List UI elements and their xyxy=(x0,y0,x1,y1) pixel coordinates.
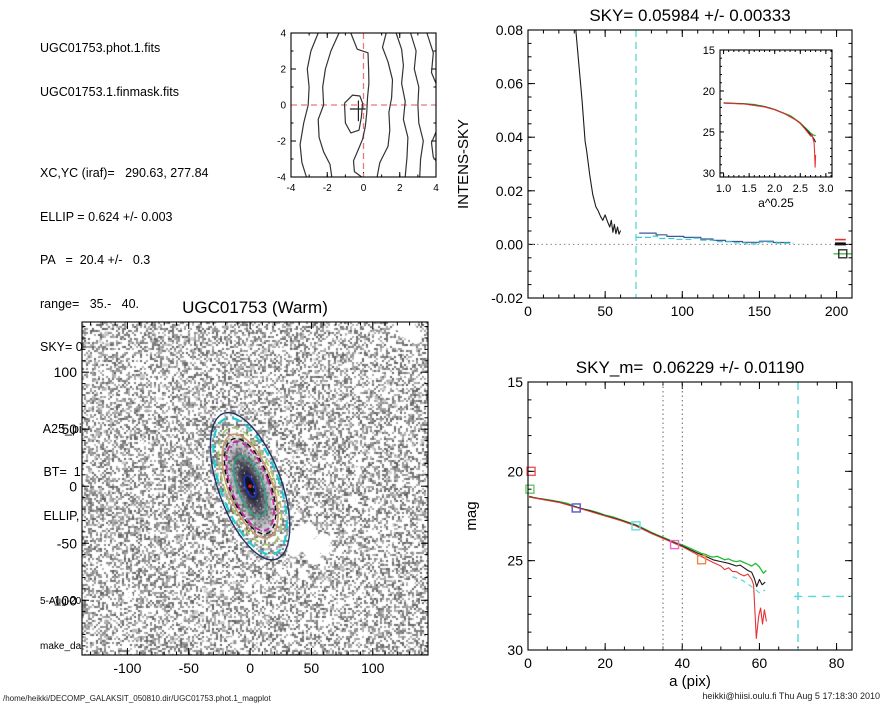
tick-label: 0 xyxy=(69,478,77,494)
tick-label: 2 xyxy=(280,65,286,76)
plot-title: SKY= 0.05984 +/- 0.00333 xyxy=(589,6,790,25)
mag-profile-plot: 0 20 40 60 80 15 20 25 30 SKY_m= 0.06229 +/- 0.01… xyxy=(455,352,885,708)
tick-label: 150 xyxy=(748,303,772,319)
tick-label: 2 xyxy=(397,183,403,194)
tick-label: -0.02 xyxy=(491,290,523,306)
magplot-page: UGC01753.phot.1.fits UGC01753.1.finmask.… xyxy=(0,0,885,708)
fits-filename-2: UGC01753.1.finmask.fits xyxy=(40,85,216,100)
tick-label: 100 xyxy=(671,303,695,319)
tick-label: 20 xyxy=(507,463,523,479)
tick-label: 0 xyxy=(524,303,532,319)
tick-label: 0 xyxy=(361,183,367,194)
tick-label: 30 xyxy=(703,168,715,180)
tick-label: 2.0 xyxy=(767,183,782,195)
fits-filename-1: UGC01753.phot.1.fits xyxy=(40,41,216,56)
tick-label: -100 xyxy=(49,592,77,608)
plot-frame xyxy=(528,382,852,650)
sky-steps-cyan xyxy=(636,236,793,244)
center-coords: XC,YC (iraf)= 290.63, 277.84 xyxy=(40,166,216,181)
tick-label: 20 xyxy=(597,655,613,671)
contour-8 xyxy=(432,132,437,161)
tick-label: 3.0 xyxy=(818,183,833,195)
tick-label: -100 xyxy=(113,660,141,676)
tick-label: 20 xyxy=(703,86,715,98)
position-angle-value: PA = 20.4 +/- 0.3 xyxy=(40,253,216,268)
ellipticity-value: ELLIP = 0.624 +/- 0.003 xyxy=(40,210,216,225)
tick-label: 15 xyxy=(507,374,523,390)
tick-label: 1.0 xyxy=(716,183,731,195)
mag-black xyxy=(529,497,765,587)
tick-label: 100 xyxy=(54,364,78,380)
tick-label: 4 xyxy=(433,183,439,194)
tick-label: 25 xyxy=(507,553,523,569)
tick-label: 100 xyxy=(361,660,385,676)
tick-label: 0.08 xyxy=(496,22,523,38)
tick-label: 1.5 xyxy=(742,183,757,195)
galaxy-image-overlay: -100 -50 0 50 100 100 50 0 -50 -100 UGC01753 (Warm… xyxy=(40,298,450,693)
y-axis-label: mag xyxy=(463,501,480,530)
tick-label: -2 xyxy=(323,183,332,194)
y-axis-label: INTENS-SKY xyxy=(455,119,472,209)
galaxy-center-marker xyxy=(248,484,252,488)
tick-label: 4 xyxy=(280,29,286,40)
tick-label: 60 xyxy=(752,655,768,671)
footer-file-path: /home/heikki/DECOMP_GALAKSIT_050810.dir/… xyxy=(3,694,271,703)
sky-inset-plot: 1.0 1.5 2.0 2.5 3.0 15 20 25 30 a^0.25 xyxy=(682,36,850,208)
tick-label: 2.5 xyxy=(793,183,808,195)
tick-label: 0.04 xyxy=(496,129,523,145)
tick-label: -2 xyxy=(277,137,286,148)
contour-core xyxy=(345,95,363,133)
tick-label: 40 xyxy=(674,655,690,671)
tick-label: -50 xyxy=(179,660,199,676)
x-axis-label: a^0.25 xyxy=(758,196,794,208)
mag-green xyxy=(529,496,766,573)
tick-label: -4 xyxy=(287,183,296,194)
tick-label: 50 xyxy=(597,303,613,319)
footer-signature: heikki@hiisi.oulu.fi Thu Aug 5 17:18:30 … xyxy=(702,691,880,701)
center-contour-plot: -4 -2 0 2 4 -4 -2 0 2 4 xyxy=(265,16,450,196)
tick-label: 0.00 xyxy=(496,236,523,252)
sky-steps-navy xyxy=(639,233,790,242)
x-axis-label: a (pix) xyxy=(669,673,711,690)
inset-black xyxy=(724,103,816,142)
tick-label: 50 xyxy=(61,421,77,437)
plot-title: UGC01753 (Warm) xyxy=(182,298,328,317)
mag-cyan-dashed xyxy=(732,577,765,593)
tick-label: 30 xyxy=(507,642,523,658)
tick-label: 0 xyxy=(524,655,532,671)
tick-label: 25 xyxy=(703,127,715,139)
tick-label: -4 xyxy=(277,173,286,184)
tick-label: 0 xyxy=(280,101,286,112)
tick-label: 15 xyxy=(703,45,715,57)
inset-red xyxy=(724,103,816,167)
contour-7 xyxy=(427,33,436,83)
tick-label: 50 xyxy=(304,660,320,676)
plot-title: SKY_m= 0.06229 +/- 0.01190 xyxy=(576,358,804,377)
tick-label: 80 xyxy=(829,655,845,671)
tick-label: 0.06 xyxy=(496,76,523,92)
tick-label: 200 xyxy=(825,303,849,319)
tick-label: 0 xyxy=(246,660,254,676)
mag-red xyxy=(529,497,766,638)
tick-label: 0.02 xyxy=(496,183,523,199)
tick-label: -50 xyxy=(57,535,77,551)
intensity-profile xyxy=(576,30,621,234)
spacer xyxy=(40,128,216,137)
